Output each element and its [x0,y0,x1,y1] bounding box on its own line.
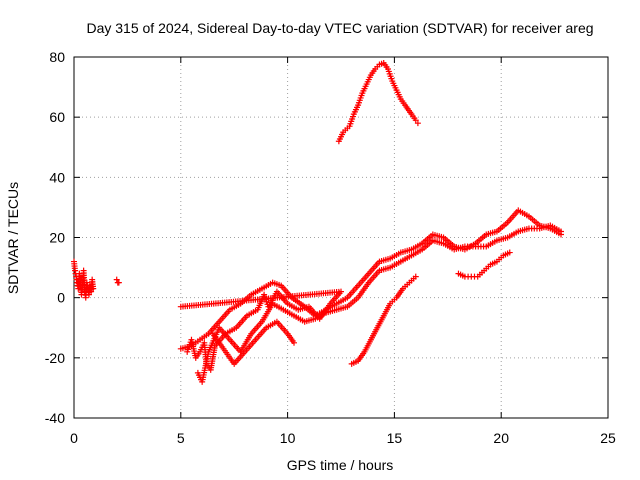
y-tick-label: 0 [57,290,65,306]
series-early-cluster [71,258,97,301]
grid [74,57,608,418]
x-tick-label: 25 [600,430,616,446]
y-tick-labels: -40 -20 0 20 40 60 80 [45,49,65,426]
series-arc-peak [335,60,421,145]
data-point [558,228,565,235]
chart-title: Day 315 of 2024, Sidereal Day-to-day VTE… [86,20,593,36]
x-tick-labels: 0 5 10 15 20 25 [70,430,616,446]
y-tick-label: 20 [49,230,65,246]
data-points [71,60,565,385]
y-tick-label: 40 [49,169,65,185]
x-tick-label: 10 [280,430,296,446]
data-point [113,276,120,283]
data-point [291,339,298,346]
data-point [115,279,122,286]
data-point [177,303,184,310]
x-tick-label: 20 [493,430,509,446]
x-tick-label: 15 [387,430,403,446]
data-point [414,120,421,127]
series-early-isolated [113,276,122,286]
y-axis-label: SDTVAR / TECUs [5,182,21,294]
series-lower-trace [209,318,298,367]
series-middle-trace [194,222,565,385]
y-tick-label: -40 [45,410,65,426]
data-point [412,117,419,124]
x-tick-label: 5 [177,430,185,446]
data-point [90,285,97,292]
data-point [506,249,513,256]
series-late-low-segment [455,249,513,280]
series-mid-scatter [177,288,344,373]
series-rising-segment [348,273,419,367]
y-tick-label: 60 [49,109,65,125]
x-tick-label: 0 [70,430,78,446]
y-tick-label: 80 [49,49,65,65]
axis-ticks [73,56,609,419]
y-tick-label: -20 [45,350,65,366]
data-point [412,273,419,280]
x-axis-label: GPS time / hours [287,457,394,473]
